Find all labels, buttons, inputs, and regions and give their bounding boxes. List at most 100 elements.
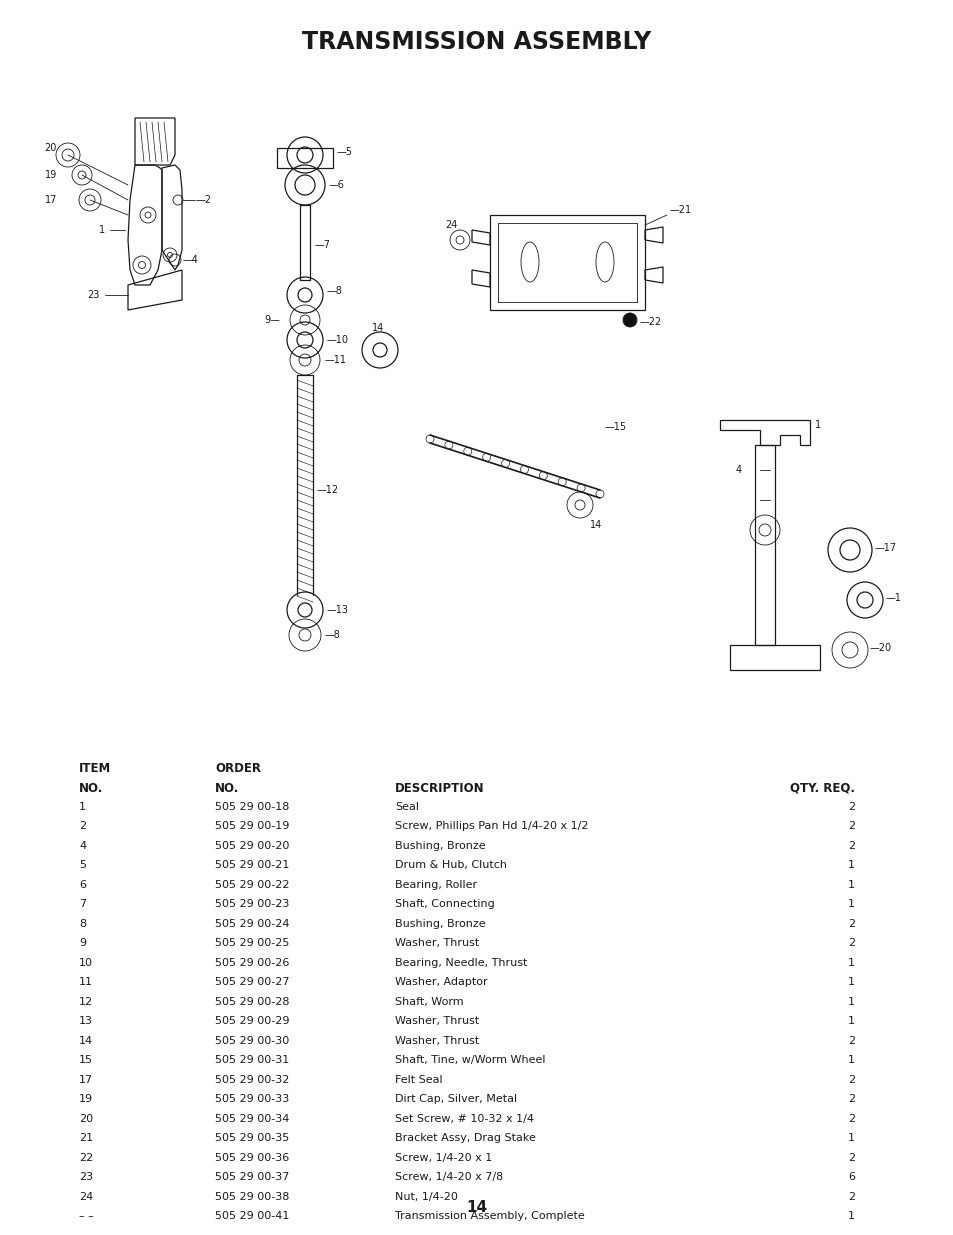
Text: 505 29 00-35: 505 29 00-35 <box>214 1134 289 1144</box>
Text: —21: —21 <box>669 205 691 215</box>
Text: —10: —10 <box>327 335 349 345</box>
Text: 14: 14 <box>372 324 384 333</box>
Text: —2: —2 <box>195 195 212 205</box>
Text: Transmission Assembly, Complete: Transmission Assembly, Complete <box>395 1212 584 1221</box>
Text: 2: 2 <box>847 1192 854 1202</box>
Text: 7: 7 <box>79 899 86 909</box>
Text: Nut, 1/4-20: Nut, 1/4-20 <box>395 1192 457 1202</box>
Text: 505 29 00-33: 505 29 00-33 <box>214 1094 289 1104</box>
Text: Bearing, Roller: Bearing, Roller <box>395 881 476 890</box>
Text: Washer, Thrust: Washer, Thrust <box>395 939 478 948</box>
Text: 6: 6 <box>79 881 86 890</box>
Text: —8: —8 <box>327 287 342 296</box>
Text: 24: 24 <box>79 1192 93 1202</box>
Text: Screw, Phillips Pan Hd 1/4-20 x 1/2: Screw, Phillips Pan Hd 1/4-20 x 1/2 <box>395 821 588 831</box>
Text: QTY. REQ.: QTY. REQ. <box>789 782 854 794</box>
Text: 1: 1 <box>847 1056 854 1066</box>
Text: 505 29 00-21: 505 29 00-21 <box>214 861 289 871</box>
Text: DESCRIPTION: DESCRIPTION <box>395 782 484 794</box>
Text: 1: 1 <box>847 997 854 1007</box>
Text: 505 29 00-41: 505 29 00-41 <box>214 1212 289 1221</box>
Text: 1: 1 <box>847 977 854 988</box>
Circle shape <box>622 312 637 327</box>
Text: 14: 14 <box>79 1036 93 1046</box>
Text: 14: 14 <box>466 1200 487 1215</box>
Text: Bushing, Bronze: Bushing, Bronze <box>395 919 485 929</box>
Text: Set Screw, # 10-32 x 1/4: Set Screw, # 10-32 x 1/4 <box>395 1114 534 1124</box>
Text: 5: 5 <box>79 861 86 871</box>
Text: 2: 2 <box>847 939 854 948</box>
Text: 15: 15 <box>79 1056 92 1066</box>
Text: NO.: NO. <box>214 782 239 794</box>
Text: —6: —6 <box>329 180 345 190</box>
Text: Washer, Adaptor: Washer, Adaptor <box>395 977 487 988</box>
Text: Dirt Cap, Silver, Metal: Dirt Cap, Silver, Metal <box>395 1094 517 1104</box>
Text: —20: —20 <box>869 643 891 653</box>
Text: 19: 19 <box>45 170 57 180</box>
Text: 505 29 00-30: 505 29 00-30 <box>214 1036 289 1046</box>
Text: ITEM: ITEM <box>79 762 112 776</box>
Text: 1: 1 <box>847 1016 854 1026</box>
Text: —11: —11 <box>325 354 347 366</box>
Text: 9: 9 <box>79 939 86 948</box>
Text: 505 29 00-27: 505 29 00-27 <box>214 977 289 988</box>
Text: NO.: NO. <box>79 782 103 794</box>
Text: 2: 2 <box>847 802 854 811</box>
Text: 505 29 00-26: 505 29 00-26 <box>214 958 289 968</box>
Text: 10: 10 <box>79 958 92 968</box>
Text: 13: 13 <box>79 1016 92 1026</box>
Text: —15: —15 <box>604 422 626 432</box>
Text: 505 29 00-32: 505 29 00-32 <box>214 1074 289 1086</box>
Text: 23: 23 <box>88 290 100 300</box>
Text: Bushing, Bronze: Bushing, Bronze <box>395 841 485 851</box>
Text: 2: 2 <box>847 1114 854 1124</box>
Text: Screw, 1/4-20 x 7/8: Screw, 1/4-20 x 7/8 <box>395 1172 503 1182</box>
Text: 505 29 00-31: 505 29 00-31 <box>214 1056 289 1066</box>
Text: 2: 2 <box>847 841 854 851</box>
Text: 1: 1 <box>847 1134 854 1144</box>
Text: Shaft, Connecting: Shaft, Connecting <box>395 899 495 909</box>
Text: 4: 4 <box>735 466 741 475</box>
Text: Bearing, Needle, Thrust: Bearing, Needle, Thrust <box>395 958 527 968</box>
Text: 1: 1 <box>99 225 105 235</box>
Text: 8: 8 <box>79 919 86 929</box>
Text: Felt Seal: Felt Seal <box>395 1074 442 1086</box>
Text: 505 29 00-29: 505 29 00-29 <box>214 1016 289 1026</box>
Text: 505 29 00-20: 505 29 00-20 <box>214 841 289 851</box>
Text: 505 29 00-18: 505 29 00-18 <box>214 802 289 811</box>
Text: 2: 2 <box>79 821 86 831</box>
Text: 6: 6 <box>847 1172 854 1182</box>
Text: 19: 19 <box>79 1094 93 1104</box>
Text: 22: 22 <box>79 1153 93 1163</box>
Text: —22: —22 <box>639 317 661 327</box>
Text: 21: 21 <box>79 1134 93 1144</box>
Text: 24: 24 <box>444 220 456 230</box>
Text: Seal: Seal <box>395 802 418 811</box>
Text: 20: 20 <box>79 1114 93 1124</box>
Text: Shaft, Tine, w/Worm Wheel: Shaft, Tine, w/Worm Wheel <box>395 1056 545 1066</box>
Text: Washer, Thrust: Washer, Thrust <box>395 1036 478 1046</box>
Text: —13: —13 <box>327 605 349 615</box>
Text: 14: 14 <box>589 520 601 530</box>
Text: TRANSMISSION ASSEMBLY: TRANSMISSION ASSEMBLY <box>302 30 651 54</box>
Text: 2: 2 <box>847 1094 854 1104</box>
Text: —7: —7 <box>314 240 331 249</box>
Text: 12: 12 <box>79 997 93 1007</box>
Text: 2: 2 <box>847 1153 854 1163</box>
Text: 23: 23 <box>79 1172 93 1182</box>
Text: 505 29 00-24: 505 29 00-24 <box>214 919 289 929</box>
Text: 11: 11 <box>79 977 92 988</box>
Text: 2: 2 <box>847 1036 854 1046</box>
Text: —8: —8 <box>325 630 340 640</box>
Text: 2: 2 <box>847 821 854 831</box>
Text: 1: 1 <box>814 420 821 430</box>
Text: 1: 1 <box>847 958 854 968</box>
Text: 505 29 00-25: 505 29 00-25 <box>214 939 289 948</box>
Text: Bracket Assy, Drag Stake: Bracket Assy, Drag Stake <box>395 1134 536 1144</box>
Text: – –: – – <box>79 1212 93 1221</box>
Text: 505 29 00-38: 505 29 00-38 <box>214 1192 289 1202</box>
Text: 17: 17 <box>45 195 57 205</box>
Text: 1: 1 <box>79 802 86 811</box>
Text: —4: —4 <box>183 254 198 266</box>
Text: Washer, Thrust: Washer, Thrust <box>395 1016 478 1026</box>
